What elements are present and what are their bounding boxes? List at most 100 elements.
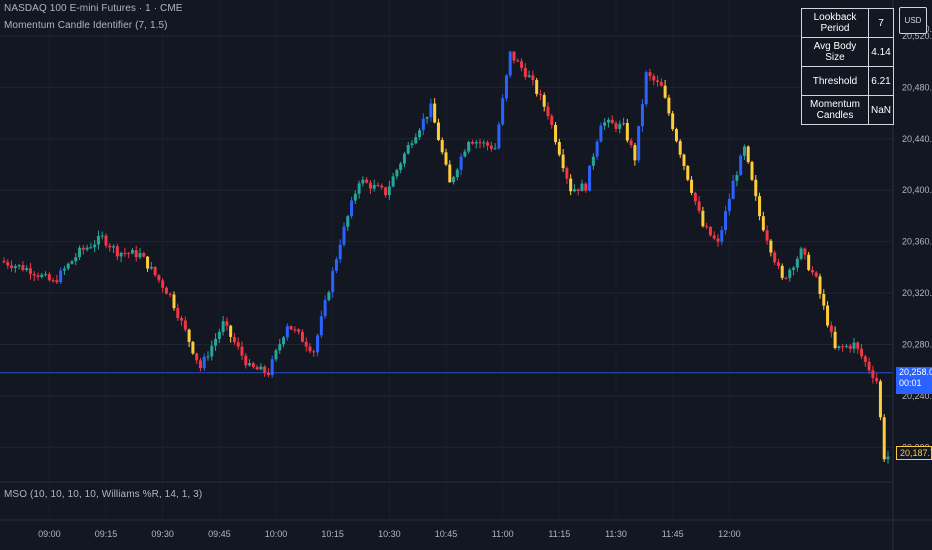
candle-body	[671, 113, 675, 130]
candle-body	[531, 75, 535, 81]
x-tick-label: 09:15	[95, 529, 118, 539]
candle-body	[501, 98, 505, 125]
y-tick-label: 20,440.00	[902, 134, 932, 144]
candle-body	[667, 97, 671, 114]
candle-body	[841, 346, 845, 348]
candle-body	[822, 293, 826, 306]
x-tick-label: 11:45	[662, 529, 684, 539]
candle-body	[206, 356, 210, 358]
candle-body	[127, 253, 131, 255]
candle-body	[327, 292, 331, 301]
candle-body	[263, 366, 267, 373]
candle-body	[497, 124, 501, 149]
candle-body	[112, 246, 116, 248]
stats-label: Lookback Period	[801, 8, 869, 38]
candle-body	[727, 198, 731, 212]
candle-body	[780, 265, 784, 278]
candle-body	[425, 117, 429, 119]
candle-body	[754, 179, 758, 197]
candle-body	[731, 180, 735, 199]
candle-body	[229, 325, 233, 337]
candle-body	[198, 360, 202, 369]
candle-body	[459, 156, 463, 170]
candle-body	[387, 186, 391, 196]
y-tick-label: 20,480.00	[902, 82, 932, 92]
currency-button[interactable]: USD	[899, 7, 927, 34]
candle-body	[244, 355, 248, 366]
candle-body	[610, 119, 614, 124]
candle-body	[289, 326, 293, 330]
y-tick-label: 20,400.00	[902, 185, 932, 195]
candle-body	[391, 176, 395, 187]
candle-body	[493, 148, 497, 150]
candle-body	[429, 103, 433, 118]
candle-body	[599, 125, 603, 142]
candle-body	[863, 356, 867, 362]
candle-body	[659, 81, 663, 86]
x-tick-label: 11:15	[548, 529, 570, 539]
x-tick-label: 09:30	[151, 529, 174, 539]
candle-body	[508, 51, 512, 76]
candle-body	[157, 275, 161, 281]
candle-body	[618, 124, 622, 129]
candle-body	[376, 185, 380, 187]
candle-body	[338, 244, 342, 260]
candle-body	[350, 200, 354, 217]
candle-body	[678, 141, 682, 155]
candle-body	[758, 196, 762, 217]
candle-body	[455, 169, 459, 178]
candle-body	[414, 137, 418, 144]
candle-body	[470, 142, 474, 144]
y-tick-label: 20,280.00	[902, 339, 932, 349]
candle-body	[384, 187, 388, 196]
candle-body	[172, 294, 176, 309]
candle-body	[520, 61, 524, 68]
candle-body	[380, 185, 384, 188]
candle-body	[40, 274, 44, 278]
candle-body	[886, 456, 890, 460]
candle-body	[304, 341, 308, 347]
stats-value: 7	[867, 8, 895, 38]
candle-body	[716, 238, 720, 242]
candle-body	[852, 342, 856, 349]
candle-body	[572, 189, 576, 192]
candle-body	[527, 75, 531, 77]
candle-body	[300, 331, 304, 342]
candle-body	[89, 247, 93, 249]
candle-body	[17, 265, 21, 267]
indicator-legend[interactable]: Momentum Candle Identifier (7, 1.5)	[4, 20, 168, 31]
candle-body	[104, 235, 108, 246]
candle-body	[565, 168, 569, 179]
candle-body	[421, 118, 425, 131]
candle-body	[47, 274, 51, 281]
candle-body	[750, 162, 754, 180]
candle-body	[856, 342, 860, 349]
candle-body	[418, 130, 422, 138]
candle-body	[319, 316, 323, 336]
candle-body	[535, 80, 539, 94]
candle-body	[100, 235, 104, 237]
candle-body	[138, 253, 142, 258]
candle-body	[214, 338, 218, 346]
sub-pane-indicator-legend[interactable]: MSO (10, 10, 10, 10, Williams %R, 14, 1,…	[4, 489, 203, 500]
candle-body	[55, 280, 59, 283]
candle-body	[807, 254, 811, 270]
candle-body	[251, 363, 255, 368]
candle-body	[746, 146, 750, 163]
candle-body	[486, 142, 490, 146]
candle-body	[648, 72, 652, 76]
candle-body	[561, 154, 565, 169]
candle-body	[444, 152, 448, 165]
x-tick-label: 11:00	[492, 529, 514, 539]
symbol-title[interactable]: NASDAQ 100 E-mini Futures · 1 · CME	[4, 3, 183, 14]
candle-body	[742, 146, 746, 156]
candle-body	[814, 272, 818, 277]
candle-body	[93, 244, 97, 248]
stats-label: Momentum Candles	[801, 95, 869, 125]
candle-body	[433, 103, 437, 123]
stats-label: Threshold	[801, 66, 869, 96]
candle-body	[202, 356, 206, 369]
current-price-value: 20,258.00	[899, 367, 932, 377]
x-tick-label: 12:00	[718, 529, 741, 539]
